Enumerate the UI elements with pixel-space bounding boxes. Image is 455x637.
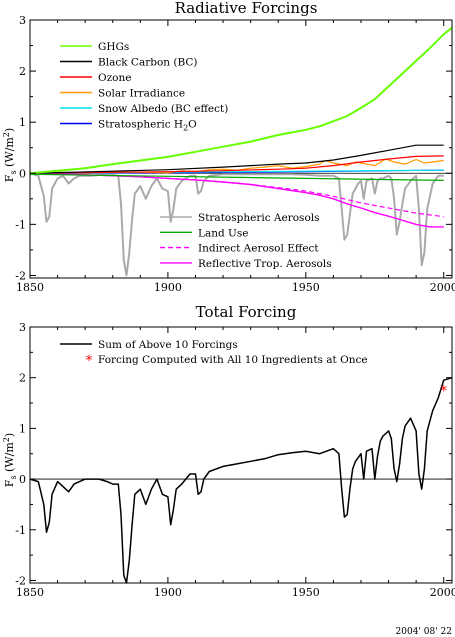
y-tick-label: -1: [15, 524, 26, 537]
y-tick-label: 3: [19, 14, 26, 27]
y-tick-label: 0: [19, 473, 26, 486]
series-line-ozone: [29, 155, 444, 174]
x-tick-label: 1900: [154, 586, 182, 599]
radiative-forcings-chart: Radiative Forcings -2 -1 0 1 2 3 1850 1900 1950 2…: [2, 0, 455, 294]
legend-label-ozone: Ozone: [98, 72, 131, 84]
series-line-black-carbon-bc: [29, 144, 444, 174]
axes: -2 -1 0 1 2 3 1850 1900 1950 2000: [15, 321, 455, 599]
legend-label-stratospheric-h: Stratospheric H2O: [98, 119, 197, 133]
legend: Sum of Above 10 Forcings * Forcing Compute…: [60, 339, 368, 369]
series-line-ghgs: [29, 26, 453, 175]
legend-label-indirect-aerosol-effect: Indirect Aerosol Effect: [198, 243, 319, 255]
legend-label-reflective-trop-aerosols: Reflective Trop. Aerosols: [198, 258, 332, 270]
series-line-land-use: [29, 173, 444, 181]
y-tick-label: 2: [19, 372, 26, 385]
x-tick-label: 2000: [430, 586, 455, 599]
y-tick-label: 2: [19, 65, 26, 78]
x-tick-label: 1900: [154, 281, 182, 294]
y-tick-label: 1: [19, 116, 26, 129]
legend-label-solar-irradiance: Solar Irradiance: [98, 88, 185, 100]
plot-frame: [29, 19, 453, 279]
total-forcing-chart: Total Forcing * -2 -1 0 1 2 3 1850 1900 1950 2000…: [2, 303, 455, 599]
x-tick-label: 1850: [16, 586, 44, 599]
legend-top: GHGs Black Carbon (BC) Ozone Solar Irradian…: [60, 41, 228, 133]
series-line-sum-of-above-10-forcings: [29, 376, 453, 584]
legend-label-stratospheric-aerosols: Stratospheric Aerosols: [198, 212, 320, 224]
x-tick-label: 1850: [16, 281, 44, 294]
legend-swatch-forcing-computed-with-all-10-ingredients-at-once: *: [86, 353, 93, 369]
x-tick-label: 1950: [292, 281, 320, 294]
series-line-solar-irradiance: [29, 158, 444, 174]
y-tick-label: 0: [19, 167, 26, 180]
date-stamp: 2004' 08' 22: [396, 627, 452, 637]
y-axis-label: Fs (W/m2): [2, 128, 18, 182]
y-tick-label: -1: [15, 218, 26, 231]
legend-label-land-use: Land Use: [198, 227, 249, 239]
legend-label-black-carbon-bc: Black Carbon (BC): [98, 57, 198, 69]
x-tick-label: 1950: [292, 586, 320, 599]
legend-bottom: Stratospheric Aerosols Land Use Indirect A…: [160, 212, 332, 270]
x-tick-label: 2000: [430, 281, 455, 294]
series-line-indirect-aerosol-effect: [29, 172, 444, 218]
chart-title: Total Forcing: [196, 303, 297, 321]
y-tick-label: -2: [15, 574, 26, 587]
legend-label-snow-albedo-bc-effect: Snow Albedo (BC effect): [98, 103, 228, 115]
legend-label-sum-of-above-10-forcings: Sum of Above 10 Forcings: [98, 339, 238, 351]
series-group: [29, 26, 453, 277]
y-tick-label: -2: [15, 269, 26, 282]
legend-label-ghgs: GHGs: [98, 41, 129, 53]
axes: -2 -1 0 1 2 3 1850 1900 1950 2000: [15, 14, 455, 294]
y-axis-label: Fs (W/m2): [2, 433, 18, 487]
plot-frame: [29, 326, 453, 584]
y-tick-label: 3: [19, 321, 26, 334]
y-tick-label: 1: [19, 422, 26, 435]
legend-label-forcing-computed-with-all-10-ingredients-at-once: Forcing Computed with All 10 Ingredients…: [98, 354, 368, 366]
marker-forcing-computed-with-all-10-ingredients-at-once: *: [440, 383, 447, 399]
series-group: *: [29, 376, 453, 584]
series-line-stratospheric-aerosols: [29, 172, 444, 277]
chart-title: Radiative Forcings: [175, 0, 318, 17]
